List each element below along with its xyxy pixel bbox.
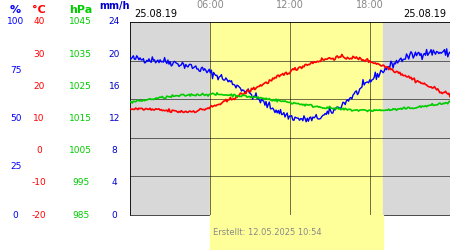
Bar <box>210 22 383 215</box>
Text: 0: 0 <box>112 210 117 220</box>
Text: 40: 40 <box>33 18 45 26</box>
Text: 10: 10 <box>33 114 45 123</box>
Text: %: % <box>10 5 21 15</box>
Text: 0: 0 <box>13 210 18 220</box>
Text: 1025: 1025 <box>69 82 92 91</box>
Text: 0: 0 <box>36 146 42 155</box>
Text: hPa: hPa <box>69 5 92 15</box>
Text: 25: 25 <box>10 162 21 171</box>
Text: 20: 20 <box>109 50 120 59</box>
Text: 985: 985 <box>72 210 89 220</box>
Bar <box>383 22 450 215</box>
Text: -10: -10 <box>32 178 46 187</box>
Text: 20: 20 <box>33 82 45 91</box>
Text: 25.08.19: 25.08.19 <box>403 9 446 19</box>
Text: 1005: 1005 <box>69 146 92 155</box>
Text: 1045: 1045 <box>69 18 92 26</box>
Text: 18:00: 18:00 <box>356 0 384 10</box>
Text: 995: 995 <box>72 178 89 187</box>
Text: mm/h: mm/h <box>99 0 130 10</box>
Text: 25.08.19: 25.08.19 <box>134 9 177 19</box>
Text: 1015: 1015 <box>69 114 92 123</box>
Text: 06:00: 06:00 <box>196 0 224 10</box>
Text: 75: 75 <box>10 66 21 75</box>
Text: 50: 50 <box>10 114 21 123</box>
Text: 16: 16 <box>108 82 120 91</box>
Text: 100: 100 <box>7 18 24 26</box>
Text: 12:00: 12:00 <box>276 0 304 10</box>
Text: 1035: 1035 <box>69 50 92 59</box>
Bar <box>210 215 383 250</box>
Text: Erstellt: 12.05.2025 10:54: Erstellt: 12.05.2025 10:54 <box>213 228 321 237</box>
Text: 8: 8 <box>112 146 117 155</box>
Bar <box>130 22 210 215</box>
Text: 4: 4 <box>112 178 117 187</box>
Text: 30: 30 <box>33 50 45 59</box>
Text: -20: -20 <box>32 210 46 220</box>
Text: °C: °C <box>32 5 46 15</box>
Text: 24: 24 <box>109 18 120 26</box>
Text: 12: 12 <box>109 114 120 123</box>
